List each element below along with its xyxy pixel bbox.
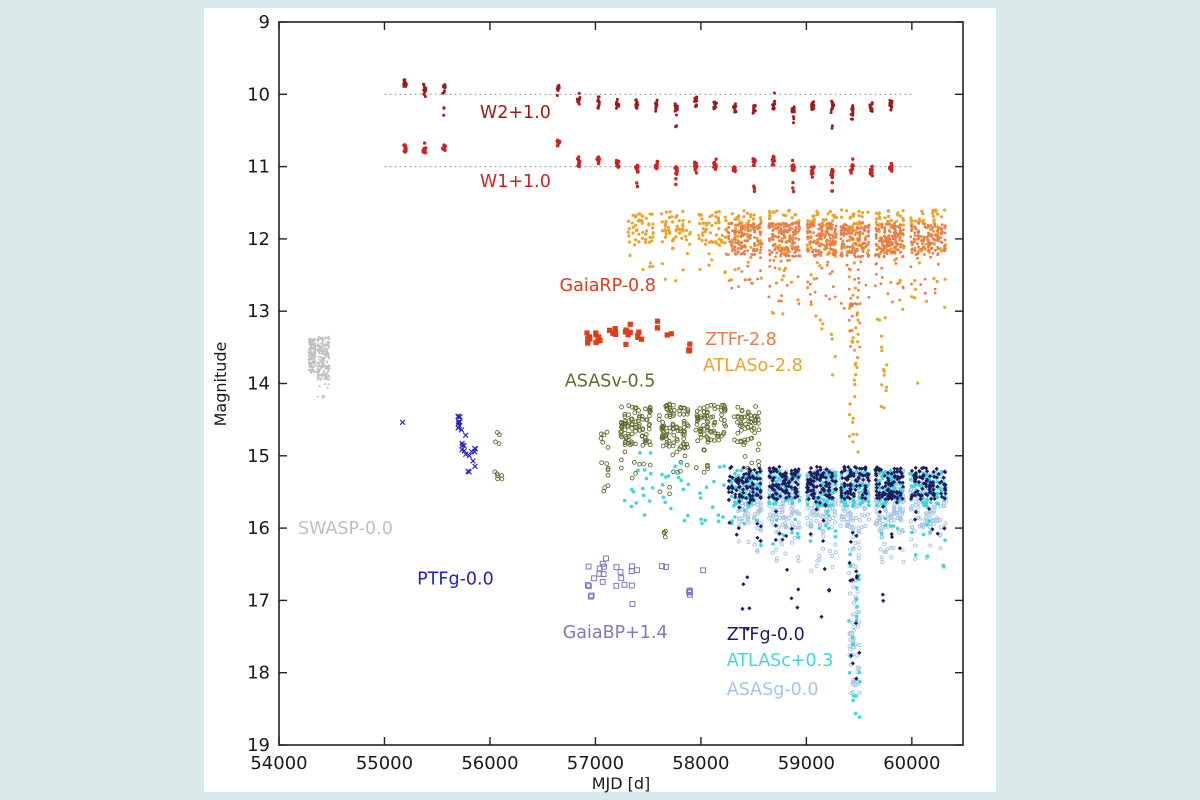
- series-label-ZTFr: ZTFr-2.8: [705, 330, 777, 350]
- plot-border: [278, 21, 964, 746]
- y-axis-title: Magnitude: [211, 342, 230, 427]
- y-tick-label: 18: [247, 663, 270, 684]
- y-tick-label: 17: [247, 590, 270, 611]
- y-tick-label: 19: [247, 735, 270, 756]
- y-tick-label: 11: [247, 157, 270, 178]
- series-GaiaRP-points: [584, 318, 693, 354]
- data-points-layer: [307, 78, 948, 719]
- series-label-PTFg: PTFg-0.0: [417, 569, 494, 589]
- series-ASASv-points: [492, 401, 762, 540]
- series-label-ZTFg: ZTFg-0.0: [727, 625, 805, 645]
- series-label-ATLASo: ATLASo-2.8: [703, 356, 803, 376]
- series-label-GaiaRP: GaiaRP-0.8: [560, 276, 656, 296]
- series-SWASP-points: [307, 335, 331, 399]
- x-tick-label: 55000: [356, 753, 413, 774]
- series-ZTFr-points: [726, 221, 947, 349]
- x-tick-label: 59000: [778, 753, 835, 774]
- series-PTFg-points: [399, 413, 479, 475]
- series-W1-points: [402, 138, 894, 194]
- series-GaiaBP-points: [584, 555, 707, 607]
- series-W2-points: [402, 78, 894, 130]
- series-annotation-labels: SWASP-0.0 GaiaBP+1.4 PTFg-0.0 ASASv-0.5 ATLA…: [298, 103, 833, 700]
- series-label-W1: W1+1.0: [480, 172, 551, 192]
- series-label-ATLASc: ATLASc+0.3: [727, 651, 834, 671]
- y-tick-label: 12: [247, 229, 270, 250]
- series-ZTFg-points: [726, 464, 948, 681]
- series-label-GaiaBP: GaiaBP+1.4: [563, 623, 668, 643]
- series-label-ASASg: ASASg-0.0: [727, 680, 819, 700]
- series-label-ASASv: ASASv-0.5: [565, 371, 656, 391]
- axis-tick-labels: 54000 55000 56000 57000 58000 59000 60000 9 10 11…: [247, 12, 940, 774]
- x-tick-label: 58000: [672, 753, 729, 774]
- x-tick-label: 57000: [567, 753, 624, 774]
- series-label-SWASP: SWASP-0.0: [298, 519, 393, 539]
- y-tick-label: 15: [247, 446, 270, 467]
- x-axis-title: MJD [d]: [592, 774, 651, 793]
- figure-panel: [204, 8, 996, 792]
- series-label-W2: W2+1.0: [480, 103, 551, 123]
- x-tick-label: 56000: [461, 753, 518, 774]
- y-tick-label: 13: [247, 301, 270, 322]
- y-tick-label: 16: [247, 518, 270, 539]
- y-tick-label: 14: [247, 374, 270, 395]
- x-tick-label: 60000: [883, 753, 940, 774]
- x-tick-label: 54000: [250, 753, 307, 774]
- y-tick-label: 9: [259, 12, 270, 33]
- y-tick-label: 10: [247, 84, 270, 105]
